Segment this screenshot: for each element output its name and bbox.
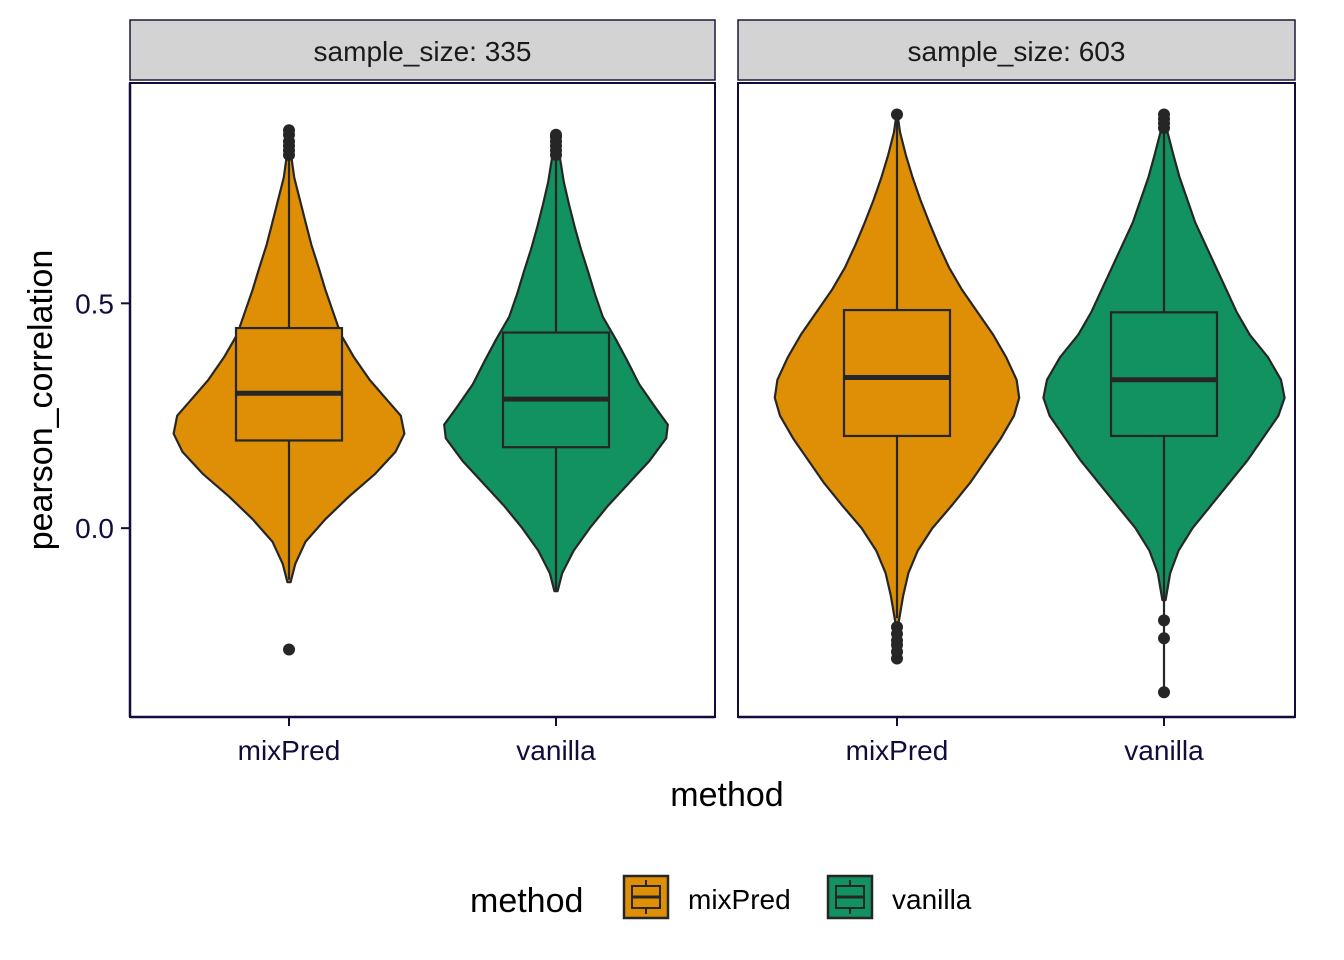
facet-strip-label: sample_size: 335: [314, 36, 532, 67]
legend-key-mixpred: [622, 874, 670, 920]
y-axis: 0.0 0.5: [75, 83, 132, 717]
box-iqr: [501, 331, 611, 449]
box-iqr: [842, 308, 952, 438]
outlier-point: [891, 108, 903, 121]
box-iqr: [1109, 311, 1219, 438]
facet-strip: [129, 19, 716, 81]
legend-label-vanilla: vanilla: [892, 884, 972, 915]
y-tick-label: 0.5: [75, 288, 114, 319]
outlier-point: [283, 124, 295, 137]
facet-strip-label: sample_size: 603: [908, 36, 1126, 67]
x-tick-label: mixPred: [846, 735, 949, 766]
outlier-point: [550, 128, 562, 141]
violin-vanilla: [1042, 108, 1286, 699]
box-iqr: [234, 326, 344, 442]
legend-key-vanilla: [826, 874, 874, 920]
outlier-point: [283, 643, 295, 656]
outlier-point: [1158, 108, 1170, 121]
y-axis-title: pearson_correlation: [22, 250, 60, 551]
facet-panel-1: sample_size: 603 mixPred vanilla: [737, 19, 1296, 766]
outlier-point: [1158, 632, 1170, 645]
legend: method mixPred vanilla: [470, 874, 972, 920]
outlier-point: [1158, 686, 1170, 699]
y-tick-label: 0.0: [75, 513, 114, 544]
x-tick-label: mixPred: [238, 735, 341, 766]
legend-title: method: [470, 882, 583, 920]
outlier-point: [891, 652, 903, 665]
legend-label-mixpred: mixPred: [688, 884, 791, 915]
outlier-point: [1158, 614, 1170, 627]
violin-mixPred: [773, 108, 1021, 665]
violin-vanilla: [443, 128, 669, 593]
x-tick-label: vanilla: [516, 735, 596, 766]
x-axis-title: method: [670, 776, 783, 814]
facet-panel-0: sample_size: 335 mixPred vanilla: [129, 19, 716, 766]
violin-mixPred: [172, 124, 406, 656]
x-tick-label: vanilla: [1124, 735, 1204, 766]
facet-strip: [737, 19, 1296, 81]
